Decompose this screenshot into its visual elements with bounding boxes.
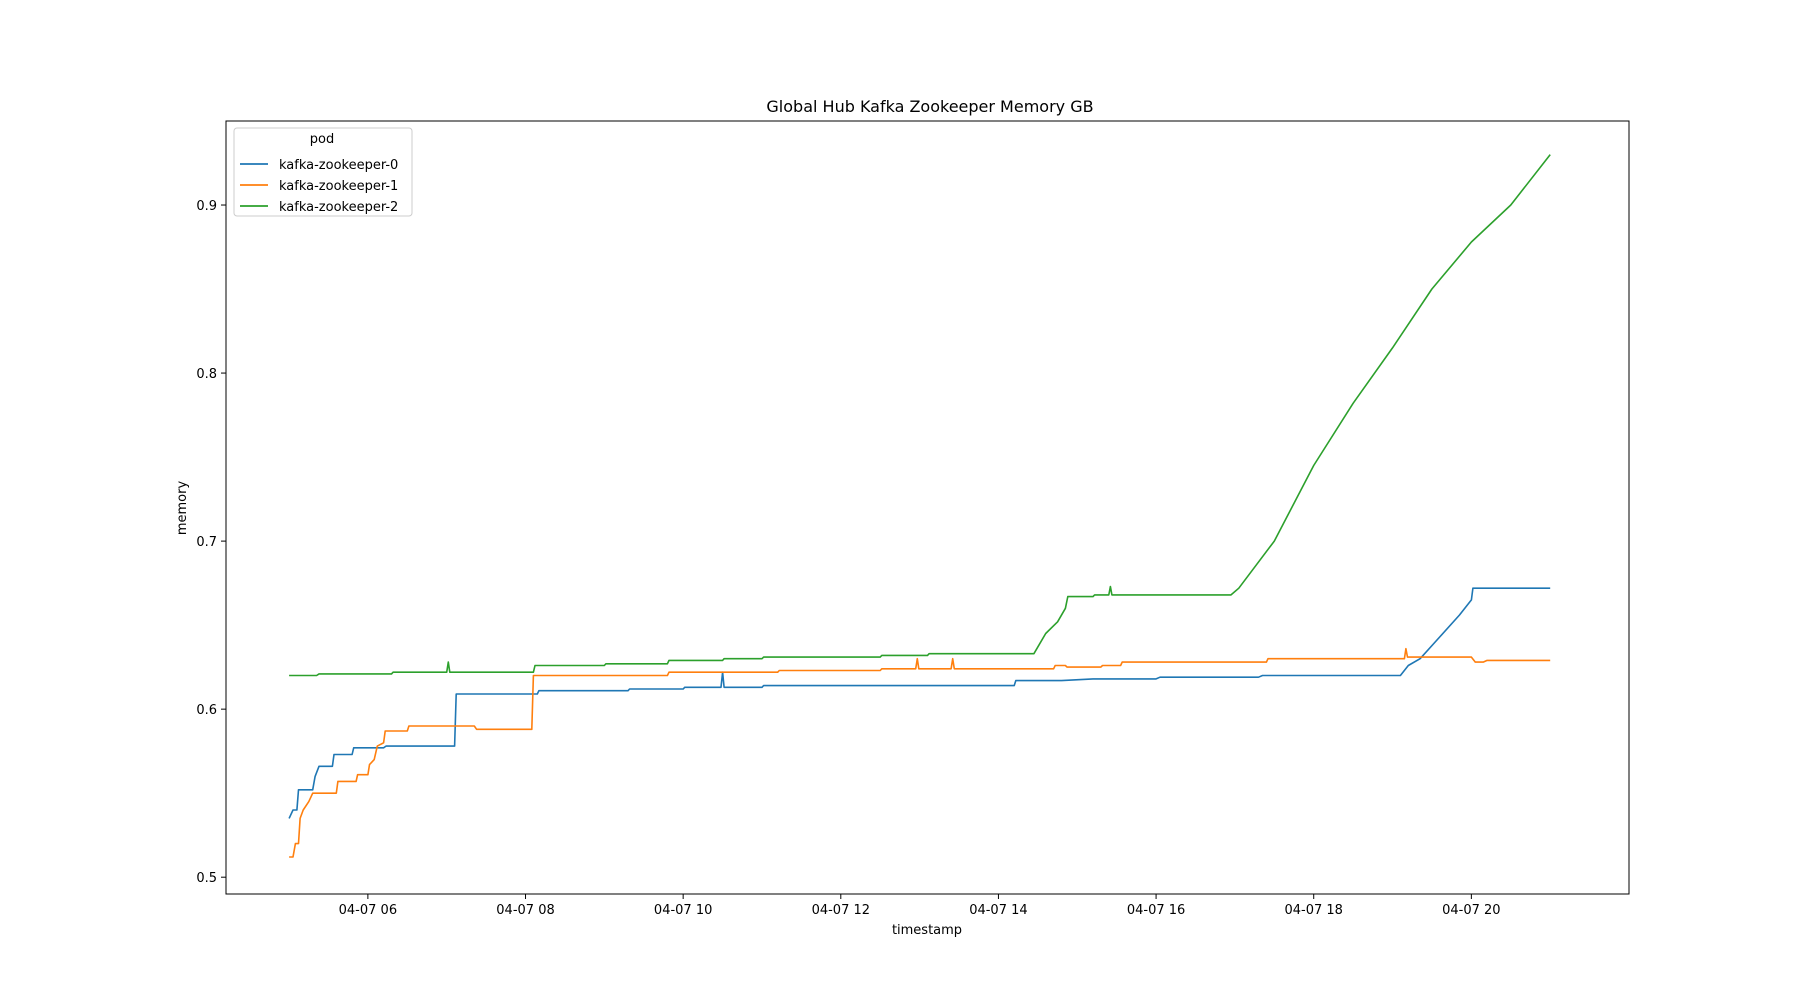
y-tick-label: 0.7 [196,535,217,550]
x-tick-label: 04-07 06 [339,903,397,918]
x-axis-ticks: 04-07 06 04-07 08 04-07 10 04-07 12 04-07 14… [339,894,1501,918]
x-axis-label: timestamp [892,923,962,938]
chart-title: Global Hub Kafka Zookeeper Memory GB [766,97,1093,116]
legend-title: pod [310,132,334,147]
y-tick-label: 0.5 [196,871,217,886]
x-tick-label: 04-07 10 [654,903,712,918]
y-axis-ticks: 0.5 0.6 0.7 0.8 0.9 [196,199,226,886]
series-line-kafka-zookeeper-1 [289,647,1551,858]
x-tick-label: 04-07 08 [496,903,554,918]
legend: pod kafka-zookeeper-0kafka-zookeeper-1ka… [233,127,413,217]
x-tick-label: 04-07 20 [1442,903,1500,918]
x-tick-label: 04-07 14 [969,903,1027,918]
x-tick-label: 04-07 12 [812,903,870,918]
x-tick-label: 04-07 16 [1127,903,1185,918]
y-axis-label: memory [175,481,190,536]
legend-entry-label: kafka-zookeeper-0 [279,158,398,173]
legend-box [233,127,413,217]
y-tick-label: 0.6 [196,703,217,718]
x-tick-label: 04-07 18 [1284,903,1342,918]
y-tick-label: 0.8 [196,367,217,382]
legend-entry-label: kafka-zookeeper-1 [279,179,398,194]
legend-entries: kafka-zookeeper-0 kafka-zookeeper-1 kafka-… [240,158,398,215]
plot-frame [225,120,1630,895]
series-line-kafka-zookeeper-0 [288,587,1551,819]
y-tick-label: 0.9 [196,199,217,214]
legend-entry-label: kafka-zookeeper-2 [279,200,398,215]
plot-lines [288,154,1551,858]
series-line-kafka-zookeeper-2 [289,154,1551,677]
